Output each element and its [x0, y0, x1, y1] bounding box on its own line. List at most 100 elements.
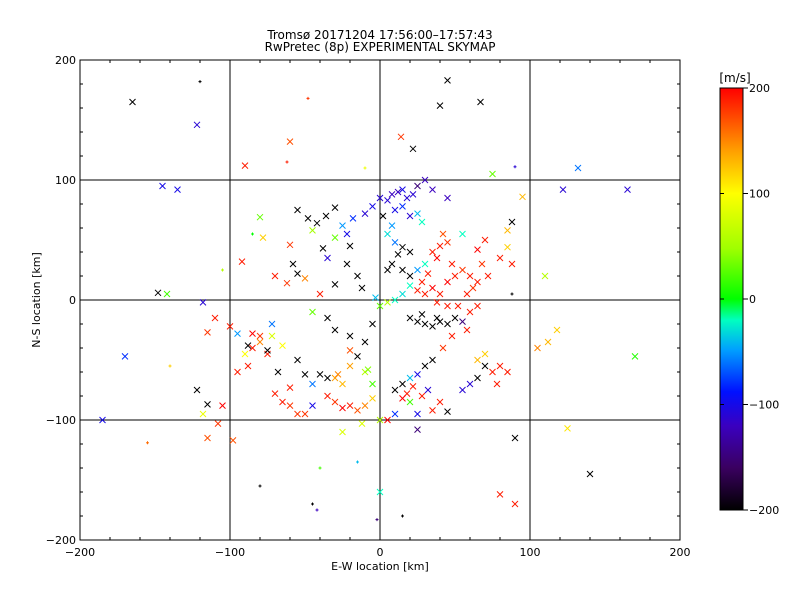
- data-point: [481, 236, 489, 244]
- data-point: [391, 410, 399, 418]
- data-point: [279, 342, 286, 349]
- data-point: [448, 332, 456, 340]
- data-point: [376, 416, 384, 424]
- data-point: [459, 318, 466, 325]
- data-point: [311, 502, 314, 506]
- data-point: [631, 353, 639, 360]
- data-point: [496, 491, 504, 498]
- data-point: [316, 290, 324, 298]
- data-point: [331, 234, 339, 241]
- data-point: [388, 191, 396, 198]
- data-point: [414, 410, 421, 418]
- data-point: [409, 191, 417, 198]
- data-point: [444, 302, 451, 310]
- x-axis-label: E-W location [km]: [331, 560, 429, 573]
- data-point: [369, 395, 376, 402]
- data-point: [286, 138, 294, 145]
- data-point: [256, 338, 264, 346]
- data-point: [519, 193, 526, 201]
- data-point: [429, 248, 436, 256]
- data-point: [451, 314, 459, 322]
- data-point: [289, 260, 297, 268]
- data-point: [511, 434, 519, 442]
- data-point: [372, 294, 379, 301]
- data-point: [444, 320, 451, 328]
- y-tick-label: −100: [46, 414, 76, 427]
- data-point: [271, 390, 279, 397]
- data-point: [459, 230, 466, 238]
- data-point: [294, 356, 301, 364]
- data-point: [221, 268, 224, 272]
- data-point: [316, 371, 324, 378]
- data-point: [399, 395, 406, 402]
- data-point: [279, 398, 286, 406]
- data-point: [406, 398, 414, 406]
- data-point: [399, 243, 406, 251]
- data-point: [376, 488, 384, 496]
- data-point: [234, 330, 241, 337]
- data-point: [574, 164, 582, 172]
- data-point: [504, 227, 511, 234]
- chart-title: Tromsø 20171204 17:56:00–17:57:43: [266, 28, 492, 42]
- data-point: [346, 362, 354, 370]
- data-point: [399, 290, 406, 298]
- data-point: [474, 302, 481, 310]
- data-point: [361, 210, 369, 217]
- colorbar-tick-label: 0: [749, 293, 756, 306]
- data-point: [241, 350, 249, 358]
- data-point: [199, 299, 207, 306]
- data-point: [256, 332, 264, 340]
- y-axis-label: N-S location [km]: [30, 252, 43, 348]
- data-point: [474, 356, 481, 364]
- data-point: [448, 260, 456, 268]
- colorbar-tick-label: −100: [749, 399, 779, 412]
- data-point: [204, 434, 211, 442]
- data-point: [294, 206, 301, 214]
- data-point: [309, 402, 316, 409]
- data-point: [249, 330, 256, 337]
- data-point: [324, 374, 331, 382]
- data-point: [285, 160, 289, 164]
- data-point: [394, 188, 402, 196]
- data-point: [251, 232, 254, 236]
- data-point: [309, 308, 316, 316]
- data-point: [421, 290, 429, 298]
- data-point: [481, 362, 489, 370]
- data-point: [234, 368, 241, 376]
- data-point: [399, 380, 406, 388]
- chart-subtitle: RwPretec (8p) EXPERIMENTAL SKYMAP: [265, 40, 496, 54]
- data-point: [474, 278, 481, 286]
- data-point: [384, 266, 391, 274]
- data-point: [319, 245, 327, 252]
- data-point: [559, 186, 567, 193]
- data-point: [429, 356, 436, 364]
- data-point: [414, 371, 421, 378]
- data-point: [331, 281, 339, 288]
- data-point: [418, 278, 426, 286]
- data-point: [399, 203, 406, 210]
- x-tick-label: 200: [670, 546, 691, 559]
- data-point: [436, 398, 444, 406]
- data-point: [356, 460, 359, 464]
- data-point: [301, 410, 309, 418]
- data-point: [477, 98, 484, 106]
- data-point: [421, 260, 429, 268]
- data-point: [346, 347, 354, 354]
- data-point: [121, 353, 129, 360]
- data-point: [339, 380, 346, 388]
- data-point: [403, 194, 411, 202]
- data-point: [241, 162, 249, 169]
- data-point: [313, 219, 321, 227]
- data-point: [489, 170, 496, 178]
- data-point: [174, 186, 181, 193]
- data-point: [244, 342, 252, 349]
- data-point: [346, 332, 354, 340]
- data-point: [271, 272, 279, 280]
- data-point: [258, 484, 262, 488]
- data-point: [159, 182, 166, 190]
- data-point: [478, 260, 486, 268]
- data-point: [421, 176, 429, 184]
- data-point: [451, 272, 459, 280]
- data-point: [544, 338, 552, 346]
- data-point: [436, 242, 444, 250]
